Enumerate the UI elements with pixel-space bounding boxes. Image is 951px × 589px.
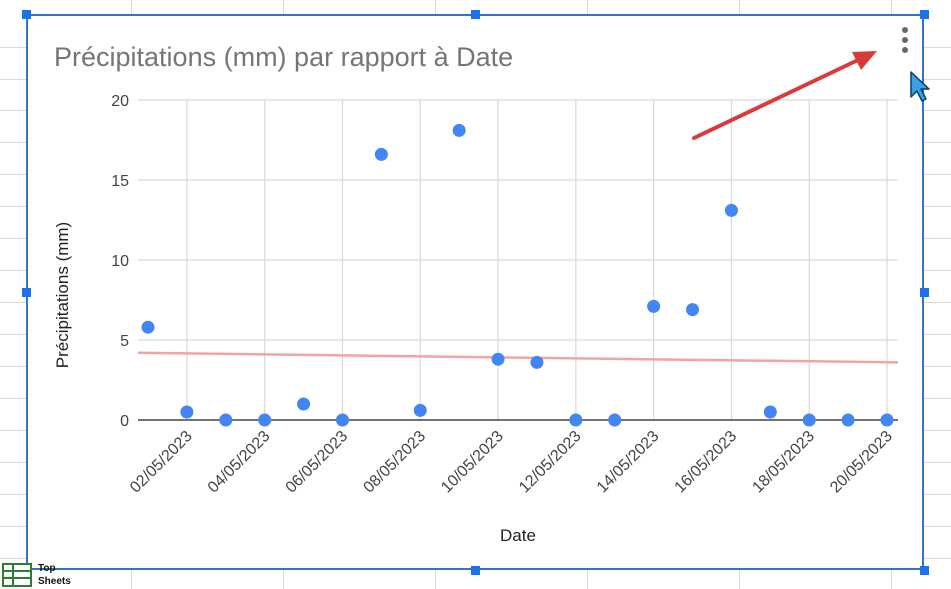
chart-title: Précipitations (mm) par rapport à Date (54, 42, 513, 72)
data-point (335, 413, 349, 427)
x-tick-label: 14/05/2023 (594, 428, 663, 497)
x-axis-ticks: 02/05/2023 04/05/2023 06/05/2023 08/05/2023… (127, 428, 896, 497)
resize-handle-top-right[interactable] (920, 10, 929, 19)
data-point (569, 413, 583, 427)
y-axis-title: Précipitations (mm) (53, 222, 72, 368)
trendline (137, 351, 899, 364)
data-points (141, 123, 894, 427)
resize-handle-bottom-right[interactable] (920, 566, 929, 575)
x-tick-label: 08/05/2023 (360, 428, 429, 497)
data-point (530, 355, 544, 369)
kebab-menu-icon[interactable] (897, 25, 913, 55)
y-tick-label: 15 (111, 173, 129, 190)
data-point (297, 397, 311, 411)
x-tick-label: 02/05/2023 (127, 428, 196, 497)
resize-handle-bottom[interactable] (471, 566, 480, 575)
top-sheets-logo: Top Sheets (2, 561, 82, 589)
data-point (219, 413, 233, 427)
y-tick-label: 20 (111, 93, 129, 110)
x-tick-label: 10/05/2023 (438, 428, 507, 497)
x-tick-label: 06/05/2023 (283, 428, 352, 497)
data-point (452, 123, 466, 137)
y-tick-label: 5 (120, 333, 129, 350)
annotation-arrow (692, 51, 877, 140)
data-point (763, 405, 777, 419)
x-tick-label: 16/05/2023 (672, 428, 741, 497)
mouse-cursor-icon (910, 71, 930, 102)
resize-handle-right[interactable] (920, 288, 929, 297)
data-point (724, 203, 738, 217)
y-tick-label: 10 (111, 253, 129, 270)
resize-handle-top[interactable] (471, 10, 480, 19)
data-point (141, 320, 155, 334)
chart-gridlines (138, 99, 898, 420)
resize-handle-top-left[interactable] (22, 10, 31, 19)
x-tick-label: 20/05/2023 (827, 428, 896, 497)
data-point (841, 413, 855, 427)
x-tick-label: 18/05/2023 (749, 428, 818, 497)
resize-handle-left[interactable] (22, 288, 31, 297)
data-point (491, 352, 505, 366)
watermark-line-1: Top (38, 563, 56, 574)
x-tick-label: 04/05/2023 (205, 428, 274, 497)
data-point (413, 403, 427, 417)
data-point (258, 413, 272, 427)
y-tick-label: 0 (120, 413, 129, 430)
x-axis-title: Date (500, 526, 536, 545)
data-point (608, 413, 622, 427)
data-point (647, 299, 661, 313)
data-point (880, 413, 894, 427)
data-point (180, 405, 194, 419)
x-tick-label: 12/05/2023 (516, 428, 585, 497)
data-point (374, 147, 388, 161)
watermark-line-2: Sheets (38, 576, 71, 587)
data-point (802, 413, 816, 427)
data-point (686, 303, 700, 317)
top-sheets-logo-icon (2, 563, 32, 587)
chart-container[interactable] (26, 14, 924, 570)
y-axis-ticks: 0 5 10 15 20 (111, 93, 129, 430)
